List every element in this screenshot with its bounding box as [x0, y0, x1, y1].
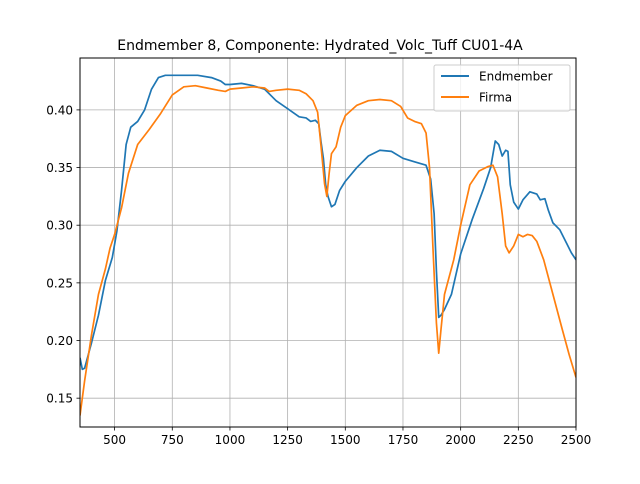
axis-ticks: 500 750 1000 1250 1500 1750 2000 2250 2500 0.15 0.… [46, 103, 591, 447]
y-tick-label: 0.15 [46, 392, 73, 406]
x-tick-label: 1000 [215, 433, 246, 447]
legend-label-firma: Firma [479, 91, 512, 105]
series-line-endmember [80, 74, 576, 371]
y-tick-label: 0.20 [46, 334, 73, 348]
series-line-firma [80, 84, 576, 416]
x-tick-label: 500 [103, 433, 126, 447]
y-tick-label: 0.25 [46, 276, 73, 290]
legend-label-endmember: Endmember [479, 70, 553, 84]
y-tick-label: 0.30 [46, 219, 73, 233]
x-tick-label: 2500 [561, 433, 592, 447]
plot-area [80, 74, 576, 416]
grid-lines [80, 58, 577, 427]
x-tick-label: 2000 [445, 433, 476, 447]
legend: Endmember Firma [433, 64, 571, 112]
x-tick-label: 1250 [272, 433, 303, 447]
y-tick-label: 0.40 [46, 103, 73, 117]
chart-title: Endmember 8, Componente: Hydrated_Volc_T… [117, 38, 523, 54]
axes-frame [79, 57, 577, 428]
x-tick-label: 750 [161, 433, 184, 447]
x-tick-label: 1750 [388, 433, 419, 447]
x-tick-label: 2250 [503, 433, 534, 447]
x-tick-label: 1500 [330, 433, 361, 447]
y-tick-label: 0.35 [46, 161, 73, 175]
